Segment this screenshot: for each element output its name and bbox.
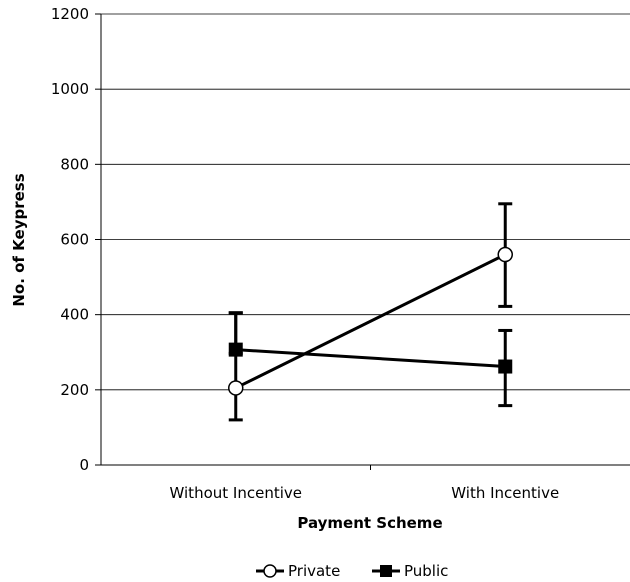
series-line-private — [235, 253, 506, 390]
x-tick-label: With Incentive — [451, 484, 559, 502]
y-tick-label: 1000 — [51, 80, 89, 98]
y-tick-label: 0 — [79, 456, 89, 474]
legend-item-private: Private — [256, 562, 340, 580]
data-point-public — [498, 359, 513, 374]
data-point-private — [497, 246, 513, 263]
gridlines — [101, 13, 630, 391]
series-public — [228, 311, 513, 408]
y-tick-label: 200 — [60, 381, 89, 399]
legend-marker-circle — [263, 564, 277, 578]
x-axis-title: Payment Scheme — [297, 514, 442, 532]
legend-item-public: Public — [372, 562, 448, 580]
y-tick-label: 1200 — [51, 5, 89, 23]
data-point-public — [228, 342, 243, 357]
legend-marker-square — [380, 565, 392, 577]
y-tick-label: 800 — [60, 155, 89, 173]
y-tick-labels: 0 200 400 600 800 1000 1200 — [51, 5, 101, 474]
y-axis-title: No. of Keypress — [10, 173, 28, 306]
y-tick-label: 600 — [60, 231, 89, 249]
series-line-public — [235, 348, 506, 369]
series-private — [228, 202, 513, 422]
data-point-private — [228, 380, 244, 396]
legend-label: Private — [288, 562, 340, 580]
y-tick-label: 400 — [60, 306, 89, 324]
x-tick-labels: Without Incentive With Incentive — [170, 465, 559, 502]
data-series — [228, 202, 513, 422]
x-tick-label: Without Incentive — [170, 484, 302, 502]
legend: Private Public — [256, 562, 448, 580]
legend-label: Public — [404, 562, 448, 580]
